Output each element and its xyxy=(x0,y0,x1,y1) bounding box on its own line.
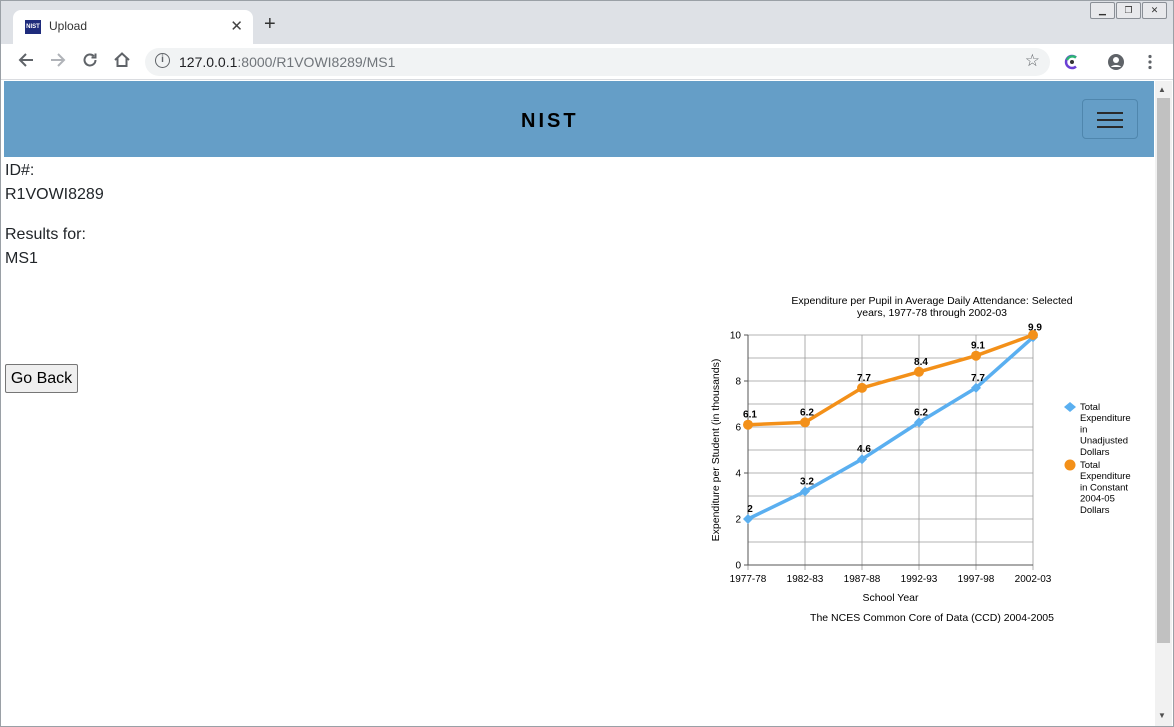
menu-icon[interactable] xyxy=(1141,53,1159,71)
url-host: 127.0.0.1 xyxy=(179,54,238,70)
data-point-circle xyxy=(743,419,753,430)
y-tick-label: 0 xyxy=(735,561,741,572)
data-label: 8.4 xyxy=(914,357,928,368)
nist-favicon-icon: NIST xyxy=(25,20,41,34)
new-tab-icon[interactable]: + xyxy=(264,13,276,35)
legend-label: 2004-05 xyxy=(1080,494,1115,505)
x-tick-label: 2002-03 xyxy=(1015,574,1052,585)
scroll-up-icon[interactable]: ▲ xyxy=(1158,85,1166,94)
id-label: ID#: xyxy=(5,162,35,179)
scroll-down-icon[interactable]: ▼ xyxy=(1158,711,1166,720)
y-tick-label: 4 xyxy=(735,469,741,480)
chart-title-line-2: years, 1977-78 through 2002-03 xyxy=(857,307,1007,319)
tab-upload[interactable]: NIST Upload ✕ xyxy=(13,10,253,44)
home-icon[interactable] xyxy=(111,51,133,74)
logo-text: NIST xyxy=(521,110,579,131)
info-icon[interactable]: i xyxy=(155,53,170,68)
star-icon[interactable]: ☆ xyxy=(1024,51,1040,70)
hamburger-bar xyxy=(1097,119,1123,121)
hamburger-bar xyxy=(1097,126,1123,128)
data-point-circle xyxy=(857,382,867,393)
data-point-diamond xyxy=(914,417,924,428)
tab-title: Upload xyxy=(49,19,88,33)
data-point-diamond xyxy=(971,382,981,393)
legend-label: Total xyxy=(1080,460,1100,471)
window-controls: ▁ ❐ ✕ xyxy=(1090,2,1167,19)
data-label: 2 xyxy=(747,504,753,515)
data-label: 9.1 xyxy=(971,341,985,352)
legend-label: in Constant xyxy=(1080,482,1128,493)
data-point-diamond xyxy=(743,514,753,524)
x-tick-label: 1992-93 xyxy=(901,574,938,585)
close-tab-icon[interactable]: ✕ xyxy=(230,18,243,35)
x-tick-label: 1977-78 xyxy=(730,574,767,585)
x-tick-label: 1987-88 xyxy=(844,574,881,585)
series-line xyxy=(747,333,1034,427)
id-value: R1VOWI8289 xyxy=(5,186,104,203)
vertical-scrollbar[interactable]: ▲ ▼ xyxy=(1155,81,1172,726)
legend-label: in xyxy=(1080,424,1087,435)
data-label: 6.2 xyxy=(800,407,814,418)
x-tick-label: 1982-83 xyxy=(787,574,824,585)
results-value: MS1 xyxy=(5,250,38,267)
data-point-circle xyxy=(1028,330,1038,340)
address-bar[interactable]: i 127.0.0.1:8000/R1VOWI8289/MS1 ☆ xyxy=(145,48,1050,76)
legend-marker-diamond xyxy=(1064,402,1076,412)
close-window-icon[interactable]: ✕ xyxy=(1142,2,1167,19)
scrollbar-thumb[interactable] xyxy=(1157,98,1170,643)
forward-icon[interactable] xyxy=(47,51,69,74)
page-viewport: NIST ID#: R1VOWI8289 Results for: MS1 Go… xyxy=(4,81,1154,726)
results-label: Results for: xyxy=(5,226,86,243)
site-navbar: NIST xyxy=(4,81,1154,157)
legend-label: Expenditure xyxy=(1080,471,1131,482)
data-point-diamond xyxy=(800,486,810,497)
legend-label: Dollars xyxy=(1080,505,1110,516)
data-point-circle xyxy=(800,417,810,428)
chart-source-note: The NCES Common Core of Data (CCD) 2004-… xyxy=(810,612,1054,624)
account-icon[interactable] xyxy=(1107,53,1125,71)
data-point-circle xyxy=(971,350,981,361)
data-label: 7.7 xyxy=(857,373,871,384)
back-icon[interactable] xyxy=(15,51,37,74)
data-label: 6.1 xyxy=(743,410,757,421)
legend-marker-circle xyxy=(1064,459,1076,471)
menu-toggle-button[interactable] xyxy=(1082,99,1138,139)
x-tick-label: 1997-98 xyxy=(958,574,995,585)
hamburger-bar xyxy=(1097,112,1123,114)
restore-icon[interactable]: ❐ xyxy=(1116,2,1141,19)
legend-label: Dollars xyxy=(1080,447,1110,458)
expenditure-chart: Expenditure per Pupil in Average Daily A… xyxy=(710,295,1131,624)
y-tick-label: 10 xyxy=(730,331,742,342)
nist-logo[interactable]: NIST xyxy=(521,109,599,136)
chart-title-line-1: Expenditure per Pupil in Average Daily A… xyxy=(791,295,1072,307)
legend-label: Unadjusted xyxy=(1080,436,1128,447)
minimize-icon[interactable]: ▁ xyxy=(1090,2,1115,19)
tab-bar: NIST Upload ✕ + ▁ ❐ ✕ xyxy=(1,1,1173,44)
extension-icon[interactable] xyxy=(1063,53,1081,71)
browser-toolbar: i 127.0.0.1:8000/R1VOWI8289/MS1 ☆ xyxy=(1,44,1173,80)
data-label: 3.2 xyxy=(800,476,814,487)
y-tick-label: 2 xyxy=(735,515,741,526)
go-back-button[interactable]: Go Back xyxy=(5,364,78,393)
y-axis-label: Expenditure per Student (in thousands) xyxy=(710,359,722,542)
data-point-diamond xyxy=(857,454,867,465)
reload-icon[interactable] xyxy=(79,51,101,74)
series-line xyxy=(747,335,1035,521)
x-axis-label: School Year xyxy=(862,592,919,604)
legend-label: Total xyxy=(1080,402,1100,413)
y-tick-label: 8 xyxy=(735,377,741,388)
data-label: 4.6 xyxy=(857,444,871,455)
y-tick-label: 6 xyxy=(735,423,741,434)
url-text[interactable]: 127.0.0.1:8000/R1VOWI8289/MS1 xyxy=(179,54,395,70)
legend-label: Expenditure xyxy=(1080,413,1131,424)
url-path: :8000/R1VOWI8289/MS1 xyxy=(237,54,396,70)
data-label: 6.2 xyxy=(914,407,928,418)
data-label: 9.9 xyxy=(1028,322,1042,333)
data-point-circle xyxy=(914,366,924,377)
data-label: 7.7 xyxy=(971,373,985,384)
